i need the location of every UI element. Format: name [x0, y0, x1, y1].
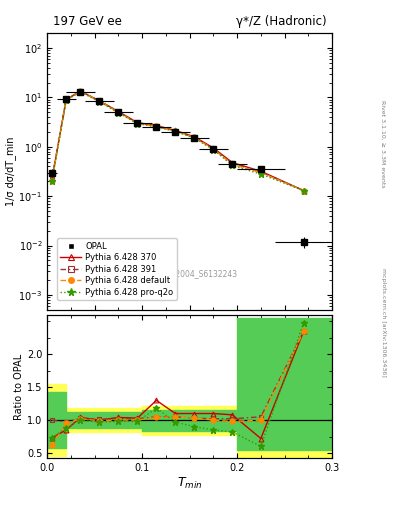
Y-axis label: 1/σ dσ/dT_min: 1/σ dσ/dT_min: [5, 137, 16, 206]
X-axis label: $T_{min}$: $T_{min}$: [177, 476, 202, 491]
Text: Rivet 3.1.10, ≥ 3.3M events: Rivet 3.1.10, ≥ 3.3M events: [381, 99, 386, 187]
Text: 197 GeV ee: 197 GeV ee: [53, 15, 122, 28]
Legend: OPAL, Pythia 6.428 370, Pythia 6.428 391, Pythia 6.428 default, Pythia 6.428 pro: OPAL, Pythia 6.428 370, Pythia 6.428 391…: [57, 239, 177, 300]
Text: OPAL_2004_S6132243: OPAL_2004_S6132243: [153, 269, 238, 279]
Y-axis label: Ratio to OPAL: Ratio to OPAL: [14, 353, 24, 420]
Text: γ*/Z (Hadronic): γ*/Z (Hadronic): [236, 15, 326, 28]
Text: mcplots.cern.ch [arXiv:1306.3436]: mcplots.cern.ch [arXiv:1306.3436]: [381, 268, 386, 377]
